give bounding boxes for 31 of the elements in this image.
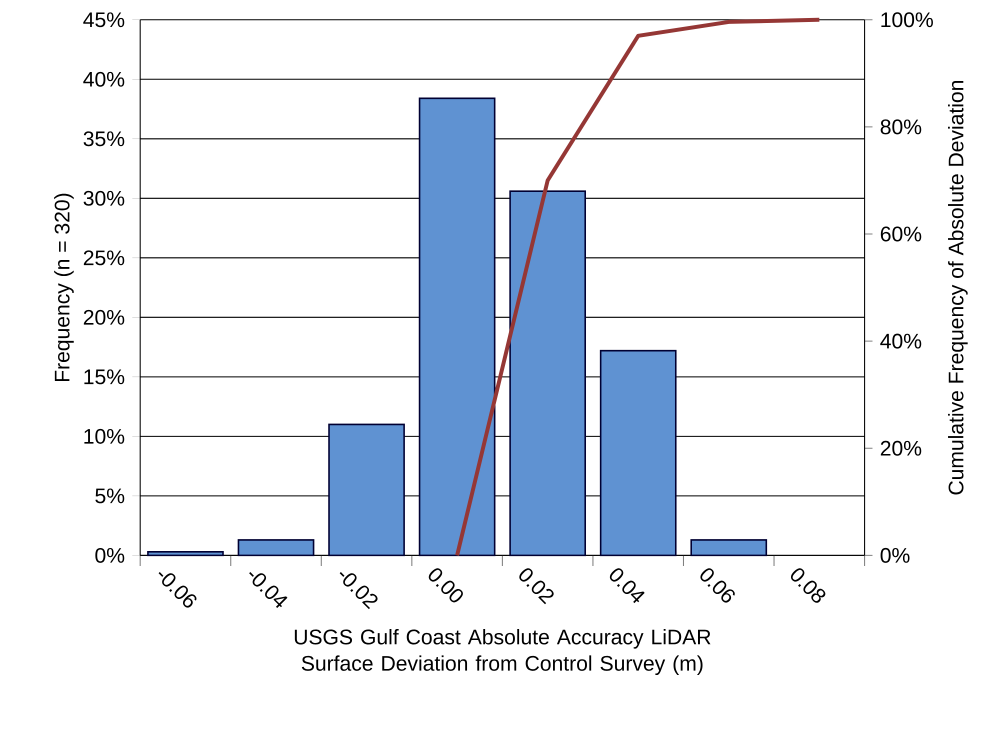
- y-tick-label: 10%: [84, 428, 124, 444]
- bar: [418, 97, 496, 556]
- y-tick-label: 30%: [84, 190, 124, 206]
- bar: [238, 538, 314, 556]
- bar: [509, 190, 586, 556]
- y2-tick-label: 80%: [880, 119, 922, 134]
- bar: [690, 538, 768, 556]
- x-tick-label: 0.06: [700, 568, 735, 602]
- y2-tick-label: 40%: [880, 334, 922, 348]
- x-tick-label: 0.08: [790, 568, 826, 603]
- y2-tick-label: 0%: [880, 548, 910, 563]
- y-tick-label: 20%: [84, 310, 124, 325]
- y2-axis-title: Cumulative Frequency of Absolute Deviation: [948, 80, 968, 494]
- line-series: [455, 18, 822, 558]
- y-tick-label: 15%: [84, 369, 124, 384]
- bar: [600, 350, 677, 556]
- x-tick-label: 0.04: [610, 568, 645, 603]
- y-tick-label: 40%: [83, 72, 124, 87]
- y-tick-label: 25%: [84, 250, 124, 266]
- y-tick-label: 0%: [95, 548, 124, 563]
- y2-tick-label: 60%: [880, 226, 922, 242]
- y2-tick-label: 100%: [881, 12, 933, 28]
- y-tick-label: 45%: [83, 12, 124, 28]
- y-tick-label: 5%: [95, 488, 124, 504]
- bar: [328, 424, 405, 556]
- y-axis-title: Frequency (n = 320): [54, 194, 74, 381]
- x-tick-label: 0.00: [428, 568, 463, 602]
- x-axis-title: USGS Gulf Coast Absolute Accuracy LiDAR Surface Deviation from Control Survey (m): [294, 628, 710, 675]
- y-tick-label: 35%: [84, 131, 124, 146]
- y2-tick-label: 20%: [880, 440, 922, 456]
- bar: [147, 550, 224, 556]
